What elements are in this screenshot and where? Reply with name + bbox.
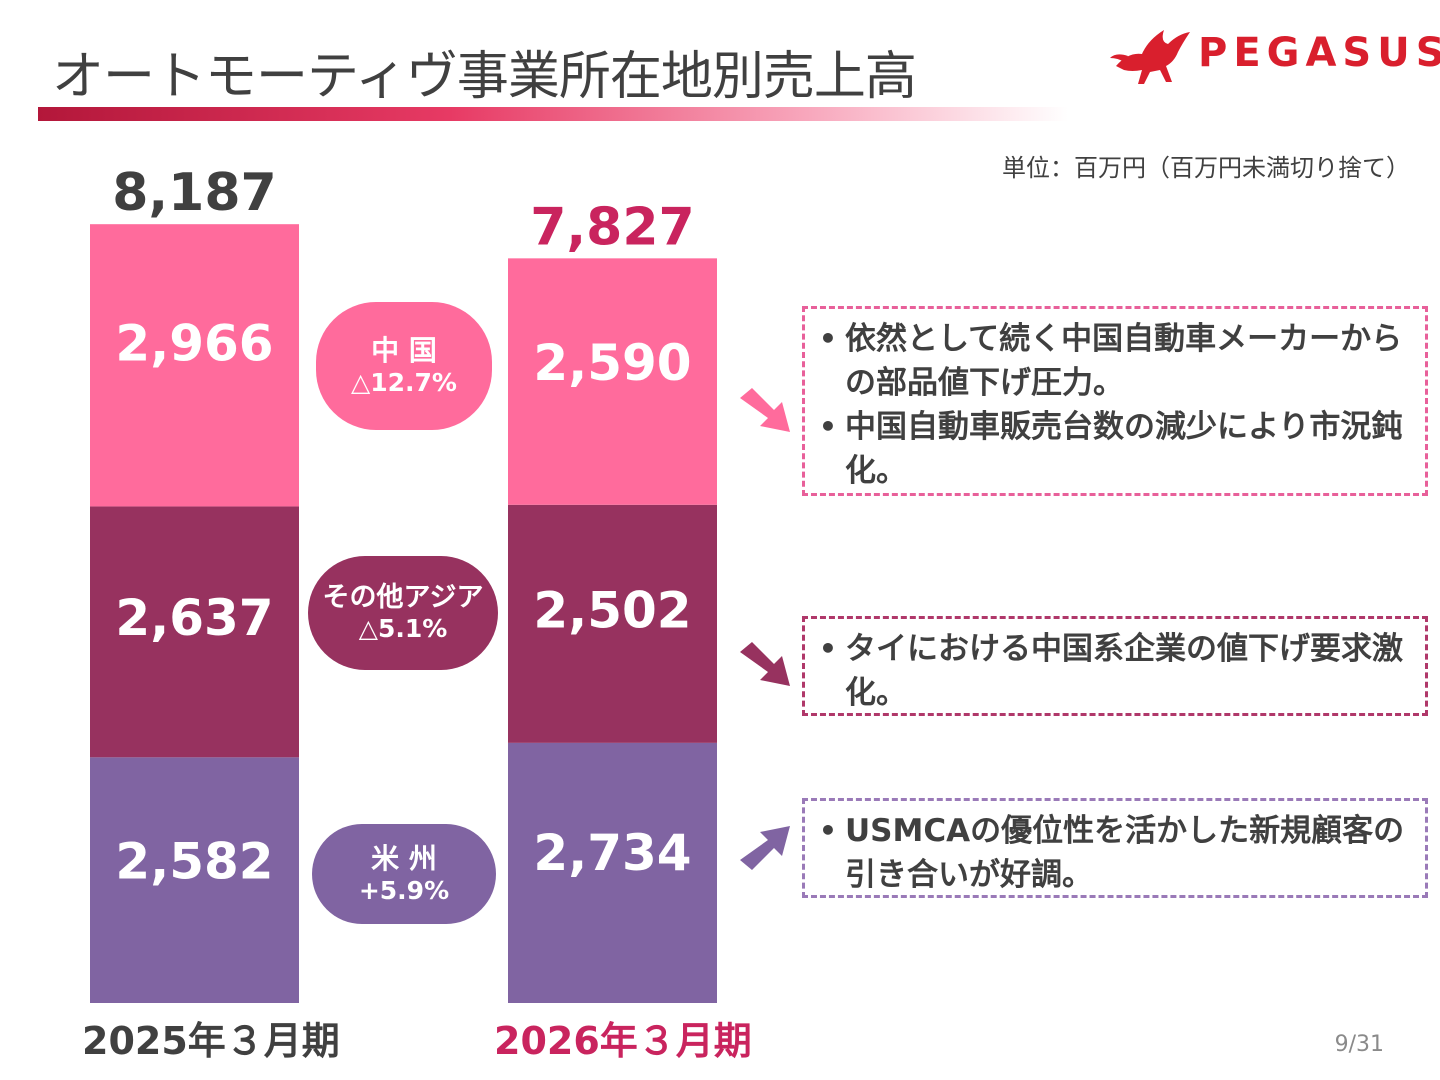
bar-total-label: 7,827 [530, 197, 694, 257]
bar-segment [508, 504, 717, 743]
bar-segment [90, 506, 299, 758]
pill-other-asia-change: △5.1% [358, 614, 448, 644]
bar-value-label: 2,582 [115, 833, 273, 891]
pegasus-logo-icon [1110, 30, 1190, 84]
arrow-down-right-icon [740, 388, 790, 432]
pill-china: 中 国 △12.7% [316, 302, 492, 430]
pill-china-name: 中 国 [371, 334, 437, 368]
arrow-down-right-icon [740, 642, 790, 686]
note-china: 依然として続く中国自動車メーカーからの部品値下げ圧力。 中国自動車販売台数の減少… [802, 306, 1428, 496]
note-other-asia: タイにおける中国系企業の値下げ要求激化。 [802, 616, 1428, 716]
bar-value-label: 2,637 [115, 589, 273, 647]
bar-segment [90, 757, 299, 1003]
bar-segment [90, 224, 299, 507]
category-label-fy2025: 2025年３月期 [82, 1019, 340, 1063]
title-underline [38, 107, 1068, 121]
note-china-item-2: 中国自動車販売台数の減少により市況鈍化。 [819, 405, 1411, 493]
pill-usa-name: 米 州 [371, 842, 437, 876]
pill-other-asia: その他アジア △5.1% [308, 556, 498, 670]
pill-usa: 米 州 +5.9% [312, 824, 496, 924]
bar-value-label: 2,734 [533, 824, 691, 882]
page-number: 9/31 [1334, 1032, 1384, 1057]
category-label-fy2026: 2026年３月期 [494, 1019, 752, 1063]
arrow-up-right-icon [740, 826, 790, 870]
bar-value-label: 2,590 [533, 334, 691, 392]
pill-china-change: △12.7% [351, 367, 457, 397]
note-china-item-1: 依然として続く中国自動車メーカーからの部品値下げ圧力。 [819, 317, 1411, 405]
bar-segment [508, 258, 717, 505]
logo-text: PEGASUS [1198, 30, 1440, 76]
pill-other-asia-name: その他アジア [322, 581, 484, 613]
pill-usa-change: +5.9% [358, 875, 450, 905]
note-other-asia-item-1: タイにおける中国系企業の値下げ要求激化。 [819, 627, 1411, 715]
bar-value-label: 2,502 [533, 582, 691, 640]
unit-label: 単位：百万円（百万円未満切り捨て） [1002, 154, 1410, 182]
note-usa: USMCAの優位性を活かした新規顧客の引き合いが好調。 [802, 798, 1428, 898]
bar-segment [508, 742, 717, 1003]
page-title: オートモーティヴ事業所在地別売上高 [52, 47, 917, 107]
note-usa-item-1: USMCAの優位性を活かした新規顧客の引き合いが好調。 [819, 809, 1411, 897]
bar-value-label: 2,966 [115, 315, 273, 373]
bar-total-label: 8,187 [112, 163, 276, 223]
